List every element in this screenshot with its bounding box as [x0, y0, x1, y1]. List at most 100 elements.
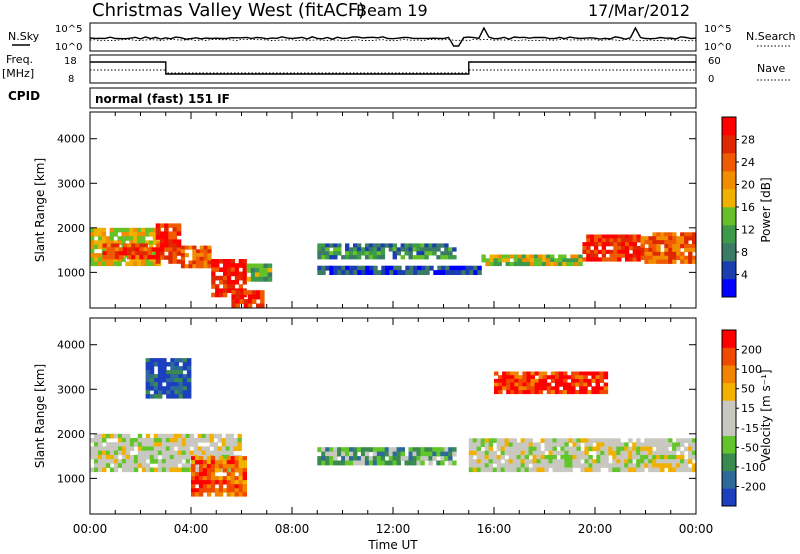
velocity-cell: [522, 382, 527, 387]
velocity-cell: [141, 450, 147, 456]
power-cell: [453, 270, 458, 275]
velocity-cell: [186, 394, 192, 399]
power-cell: [566, 262, 571, 267]
velocity-cell: [182, 390, 188, 395]
velocity-cell: [230, 456, 236, 461]
velocity-cell: [544, 459, 549, 464]
velocity-cell: [137, 463, 143, 468]
velocity-cell: [510, 390, 515, 395]
power-cell: [192, 249, 197, 254]
velocity-cell: [544, 467, 549, 473]
velocity-cell: [504, 438, 509, 443]
velocity-cell: [498, 390, 503, 395]
power-cell: [231, 299, 236, 304]
velocity-cell: [238, 464, 243, 469]
power-cell: [493, 262, 498, 267]
velocity-cell: [571, 390, 576, 395]
noise-right-label: N.Search: [746, 30, 796, 43]
power-cell: [114, 251, 120, 256]
velocity-cell: [221, 446, 226, 451]
velocity-cell: [530, 382, 535, 387]
velocity-cell: [157, 370, 163, 375]
power-cell: [428, 247, 433, 252]
velocity-cell: [580, 450, 585, 456]
power-cell: [155, 259, 161, 264]
velocity-cell: [234, 468, 239, 473]
velocity-cell: [480, 467, 486, 473]
velocity-cell: [165, 459, 171, 464]
velocity-cell: [672, 459, 677, 464]
velocity-cell: [488, 438, 494, 443]
velocity-cell: [333, 447, 338, 453]
velocity-cell: [588, 459, 593, 464]
velocity-cell: [432, 456, 437, 461]
velocity-cell: [579, 371, 584, 376]
power-cell: [664, 244, 669, 249]
power-cell: [337, 270, 342, 275]
velocity-cell: [174, 382, 179, 387]
power-cell: [155, 223, 161, 228]
time-tick-label: 08:00: [275, 522, 310, 536]
velocity-cell: [500, 463, 505, 468]
velocity-cell: [191, 484, 196, 489]
power-cell: [385, 270, 390, 275]
velocity-cell: [508, 446, 513, 452]
power-cell: [235, 290, 240, 296]
power-cell: [123, 251, 128, 256]
power-cell: [93, 257, 99, 262]
power-cell: [211, 259, 216, 264]
power-cell: [176, 251, 182, 256]
velocity-cell: [161, 442, 167, 447]
date-label: 17/Mar/2012: [588, 1, 690, 20]
velocity-cell: [198, 464, 204, 469]
power-cell: [652, 259, 657, 264]
power-cell: [672, 232, 677, 237]
velocity-cell: [496, 467, 502, 473]
velocity-cell: [624, 459, 629, 464]
power-cell: [141, 261, 146, 267]
power-cell: [329, 255, 334, 260]
velocity-cell: [428, 456, 433, 461]
power-cell: [597, 234, 603, 239]
velocity-cell: [472, 463, 478, 468]
velocity-cell: [424, 447, 429, 453]
power-cell: [109, 257, 114, 262]
velocity-cell: [692, 463, 697, 468]
power-cell: [380, 251, 386, 256]
power-cell: [121, 227, 126, 233]
velocity-cell: [444, 456, 449, 461]
power-cell: [325, 247, 330, 252]
power-cell: [90, 244, 95, 250]
power-cell: [125, 227, 130, 233]
power-cell: [550, 262, 555, 267]
power-cell: [521, 258, 527, 263]
velocity-cell: [125, 446, 131, 451]
velocity-cell: [560, 459, 565, 464]
velocity-cell: [568, 459, 573, 464]
velocity-cell: [560, 455, 565, 460]
velocity-cell: [162, 390, 167, 395]
velocity-cell: [360, 451, 366, 457]
power-cell: [672, 240, 677, 245]
velocity-colorbar-swatch: [722, 453, 736, 472]
velocity-cell: [166, 390, 171, 395]
power-cell: [93, 261, 99, 267]
power-cell: [652, 244, 657, 249]
velocity-cell: [567, 386, 572, 391]
velocity-cell: [125, 463, 131, 468]
velocity-cell: [153, 378, 159, 383]
power-cell: [489, 258, 494, 263]
frequency-panel-frame: [89, 54, 697, 84]
power-cell: [664, 247, 669, 253]
velocity-cell: [392, 451, 397, 457]
velocity-cell: [532, 450, 537, 456]
nave-label: Nave: [757, 62, 785, 75]
power-cell: [360, 251, 366, 256]
power-cell: [168, 231, 173, 236]
power-cell: [357, 270, 362, 275]
velocity-cell: [664, 446, 669, 452]
velocity-cell: [349, 447, 354, 453]
velocity-cell: [591, 386, 596, 391]
power-cell: [445, 265, 450, 271]
power-cell: [168, 255, 173, 260]
